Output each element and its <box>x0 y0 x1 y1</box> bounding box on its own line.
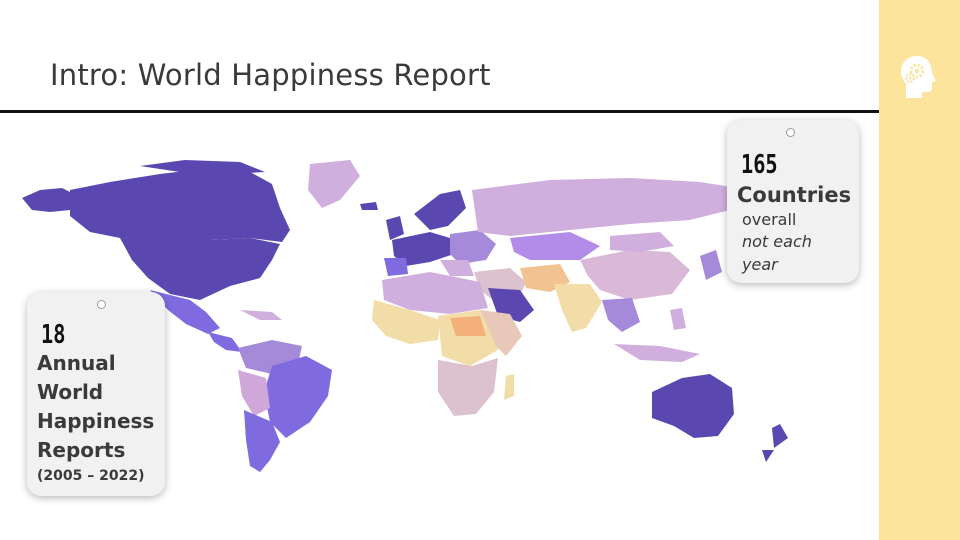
map-balkans <box>440 260 474 276</box>
map-kazakhstan <box>510 232 600 260</box>
map-argentina-chile <box>244 410 280 472</box>
countries-number: 165 <box>741 150 778 180</box>
map-central-america <box>208 332 242 352</box>
title-divider <box>0 110 879 113</box>
countries-line1: overall <box>742 210 797 229</box>
map-east-africa <box>480 310 522 356</box>
reports-line1: Annual <box>37 351 116 375</box>
map-usa <box>120 238 280 300</box>
map-arctic-islands <box>140 160 265 174</box>
countries-label: Countries <box>737 183 852 207</box>
map-southern-africa <box>438 358 498 416</box>
countries-line3: year <box>742 255 778 274</box>
reports-number: 18 <box>41 320 66 350</box>
map-iberia <box>384 258 408 276</box>
map-west-africa <box>372 300 440 344</box>
map-new-zealand <box>762 424 788 462</box>
map-philippines <box>670 308 686 330</box>
map-scandinavia <box>414 190 466 230</box>
map-greenland <box>308 160 360 208</box>
map-iceland <box>360 202 378 210</box>
countries-line2: not each <box>742 232 812 251</box>
map-indonesia <box>614 344 700 362</box>
world-map <box>22 160 788 472</box>
reports-line3: Happiness <box>37 409 155 433</box>
reports-line4: Reports <box>37 438 126 462</box>
map-china <box>580 250 690 300</box>
map-canada <box>70 168 290 242</box>
reports-card: 18 Annual World Happiness Reports (2005 … <box>27 292 165 496</box>
head-gears-icon <box>901 56 936 98</box>
map-india <box>554 284 602 332</box>
map-peru-bolivia <box>238 370 270 416</box>
map-eastern-europe <box>450 230 496 264</box>
slide-title: Intro: World Happiness Report <box>50 58 491 92</box>
countries-card: 165 Countries overall not each year <box>727 120 859 283</box>
reports-line2: World <box>37 380 104 404</box>
card-hole <box>786 128 795 137</box>
map-madagascar <box>504 374 514 400</box>
map-western-europe <box>392 232 454 266</box>
reports-range: (2005 – 2022) <box>37 468 145 484</box>
map-alaska <box>22 188 78 212</box>
card-hole <box>97 300 106 309</box>
map-mongolia <box>610 232 674 252</box>
map-brazil <box>264 356 332 438</box>
map-russia <box>472 178 750 236</box>
map-australia <box>652 374 734 438</box>
map-chad-sudan <box>450 316 486 336</box>
map-southeast-asia <box>602 298 640 332</box>
map-north-africa <box>382 272 488 314</box>
map-japan <box>700 250 722 280</box>
map-mexico <box>150 290 220 334</box>
map-uk-ireland <box>386 216 404 240</box>
map-caribbean <box>240 310 282 320</box>
